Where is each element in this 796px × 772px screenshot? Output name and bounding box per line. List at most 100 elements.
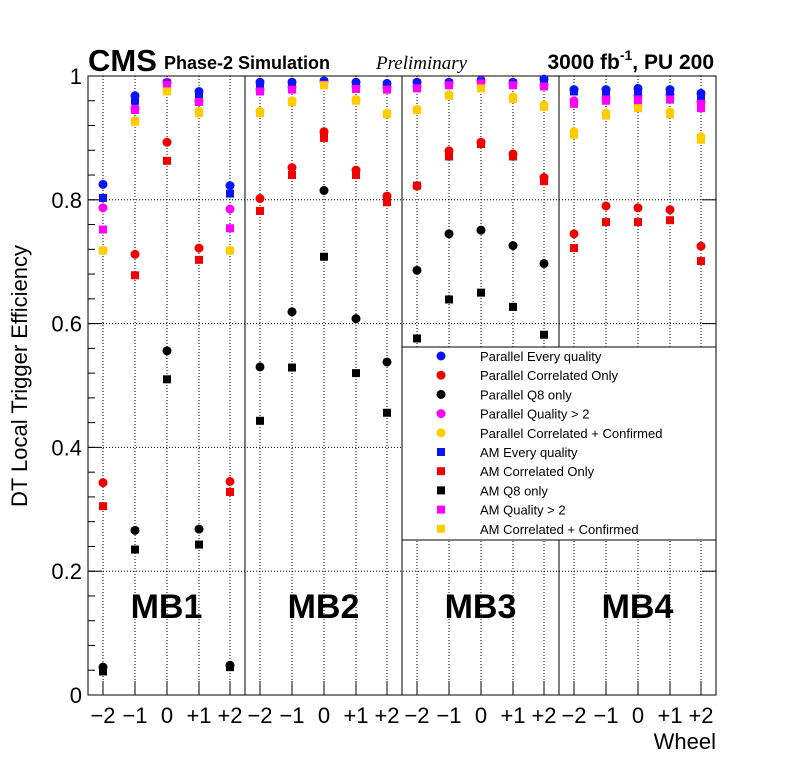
legend-marker xyxy=(437,448,445,456)
data-point xyxy=(352,369,360,378)
x-tick-label: +2 xyxy=(374,703,399,728)
data-point xyxy=(666,110,674,119)
data-point xyxy=(99,225,107,234)
data-point xyxy=(634,87,642,96)
x-tick-label: −1 xyxy=(593,703,618,728)
x-tick-label: −2 xyxy=(561,703,586,728)
data-point xyxy=(383,198,391,207)
cms-label: CMS xyxy=(88,43,157,78)
data-point xyxy=(256,109,264,118)
data-point xyxy=(382,357,392,367)
data-point xyxy=(445,152,453,161)
x-tick-label: −1 xyxy=(436,703,461,728)
data-point xyxy=(131,271,139,280)
data-point xyxy=(634,218,642,227)
data-point xyxy=(288,79,296,88)
data-point xyxy=(539,259,549,269)
data-point xyxy=(99,667,107,676)
data-point xyxy=(540,102,548,111)
data-point xyxy=(288,85,296,94)
data-point xyxy=(383,85,391,94)
data-point xyxy=(163,87,171,96)
data-point xyxy=(540,330,548,339)
data-point xyxy=(163,375,171,384)
data-point xyxy=(131,96,139,105)
data-point xyxy=(256,416,264,425)
data-point xyxy=(256,87,264,96)
legend-label: AM Q8 only xyxy=(480,483,548,498)
data-point xyxy=(697,104,705,113)
data-point xyxy=(633,203,643,213)
data-point xyxy=(320,133,328,142)
data-point xyxy=(602,96,610,105)
legend-box xyxy=(401,346,717,541)
lumi-value: 3000 fb xyxy=(547,51,619,74)
data-point xyxy=(256,81,264,90)
x-tick-label: +2 xyxy=(688,703,713,728)
data-point xyxy=(319,186,329,196)
x-tick-label: 0 xyxy=(632,703,644,728)
data-point xyxy=(352,171,360,180)
data-point xyxy=(413,84,421,93)
x-tick-label: +1 xyxy=(186,703,211,728)
data-point xyxy=(287,163,297,173)
data-point xyxy=(98,179,108,189)
x-tick-label: −2 xyxy=(90,703,115,728)
data-point xyxy=(131,117,139,126)
data-point xyxy=(570,130,578,139)
data-point xyxy=(226,246,234,255)
legend-marker xyxy=(436,428,446,438)
station-label: MB4 xyxy=(602,588,674,626)
x-tick-label: −1 xyxy=(122,703,147,728)
data-point xyxy=(226,224,234,233)
y-tick-label: 0 xyxy=(70,683,82,708)
legend-marker xyxy=(437,524,445,533)
data-point xyxy=(130,249,140,259)
data-point xyxy=(163,80,171,89)
data-point xyxy=(99,502,107,511)
data-point xyxy=(570,87,578,96)
data-point xyxy=(509,81,517,90)
legend-label: AM Quality > 2 xyxy=(480,503,566,518)
data-point xyxy=(413,181,421,190)
data-point xyxy=(352,84,360,93)
data-point xyxy=(287,307,297,317)
legend-label: AM Correlated Only xyxy=(480,464,595,479)
station-labels: MB1 MB2 MB3 MB4 xyxy=(131,588,674,626)
data-point xyxy=(509,302,517,311)
data-point xyxy=(697,135,705,144)
x-tick-label: +1 xyxy=(343,703,368,728)
data-point xyxy=(696,241,706,251)
x-tick-label: +1 xyxy=(500,703,525,728)
x-axis-title: Wheel xyxy=(654,729,716,754)
data-point xyxy=(634,104,642,113)
x-axis: −2 −1 0 +1 +2 −2 −1 0 +1 +2 −2 −1 0 +1 +2 −2 −1 0 +1 +2 xyxy=(90,681,714,728)
legend-marker xyxy=(436,351,446,361)
data-point xyxy=(509,94,517,103)
legend-entries: Parallel Every quality Parallel Correlate… xyxy=(436,349,662,537)
legend-label: AM Correlated + Confirmed xyxy=(480,522,639,537)
data-point xyxy=(413,106,421,115)
data-point xyxy=(477,140,485,149)
data-point xyxy=(444,229,454,239)
data-point xyxy=(194,243,204,253)
data-point xyxy=(320,81,328,90)
data-point xyxy=(602,218,610,227)
x-tick-label: +1 xyxy=(657,703,682,728)
legend-marker xyxy=(436,409,446,419)
data-point xyxy=(195,90,203,99)
legend-label: AM Every quality xyxy=(480,445,578,460)
data-point xyxy=(476,225,486,235)
data-point xyxy=(666,87,674,96)
legend-marker xyxy=(436,389,446,399)
data-point xyxy=(601,201,611,211)
data-point xyxy=(255,194,265,204)
data-point xyxy=(477,288,485,297)
data-point xyxy=(569,229,579,239)
data-point xyxy=(288,363,296,372)
data-point xyxy=(477,84,485,93)
data-point xyxy=(352,80,360,89)
data-point xyxy=(445,91,453,100)
data-point xyxy=(666,216,674,225)
